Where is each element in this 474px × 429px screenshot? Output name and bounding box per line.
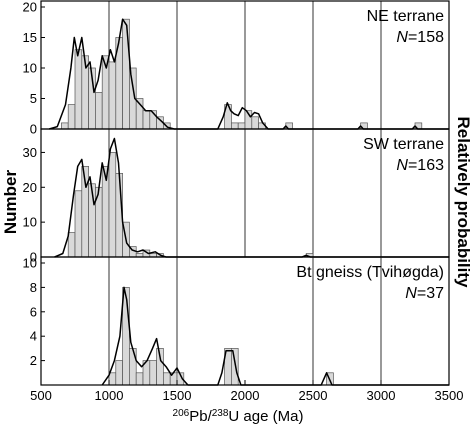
n-value: =37 — [417, 285, 444, 302]
n-value: =163 — [408, 157, 444, 174]
x-axis-label-mid: Pb/ — [189, 408, 212, 425]
histogram-bar — [149, 360, 157, 386]
histogram-bar — [108, 372, 117, 386]
n-value: =158 — [408, 29, 444, 46]
histogram-bar — [237, 122, 246, 130]
histogram-bar — [67, 232, 76, 258]
n-symbol: N — [396, 157, 408, 174]
histogram-bar — [231, 122, 239, 130]
y-tick-label: 6 — [30, 304, 37, 319]
histogram-bar — [67, 104, 76, 130]
histogram-bar — [122, 287, 130, 386]
panel-1: 0 5 10 15 20 NE terrane N=158 — [23, 0, 450, 137]
histogram-bar — [95, 92, 103, 130]
histogram-bar — [163, 372, 171, 386]
y-tick-label: 10 — [23, 215, 37, 230]
y-tick-label: 15 — [23, 30, 37, 45]
panel-n-label: N=163 — [396, 157, 444, 174]
x-axis-label-suffix: U age (Ma) — [228, 408, 303, 425]
x-axis-label-isotope-a: 206 — [173, 408, 190, 419]
histogram-bar — [74, 190, 83, 258]
y-tick-label: 8 — [30, 280, 37, 295]
panel-3: 2 4 6 8 10 Bt gneiss (Tvihøgda) N=37 — [23, 256, 450, 386]
y-tick-label: 0 — [30, 122, 37, 137]
y-tick-label: 5 — [30, 91, 37, 106]
histogram-bar — [142, 110, 151, 130]
probability-curve — [101, 286, 449, 386]
histogram-bar — [61, 122, 69, 130]
histogram-bar — [231, 348, 239, 386]
x-tick-label: 2000 — [231, 388, 260, 403]
n-symbol: N — [396, 29, 408, 46]
x-tick-label: 500 — [30, 388, 52, 403]
histogram-bar — [122, 18, 130, 130]
y-tick-label: 20 — [23, 0, 37, 15]
panel-n-label: N=37 — [405, 285, 444, 302]
x-tick-label: 3000 — [367, 388, 396, 403]
y-tick-label: 10 — [23, 256, 37, 271]
y-tick-label: 20 — [23, 180, 37, 195]
y-tick-label: 0 — [30, 250, 37, 265]
histogram-bar — [115, 360, 123, 386]
histogram-bar — [135, 372, 144, 386]
panel-label: Bt gneiss (Tvihøgda) — [296, 264, 444, 281]
x-tick-label: 3500 — [435, 388, 464, 403]
x-axis: 500 1000 1500 2000 2500 3000 3500 — [30, 380, 463, 403]
x-tick-label: 1000 — [95, 388, 124, 403]
y-tick-label: 4 — [30, 329, 37, 344]
y-axis-label: Number — [1, 170, 20, 235]
y-tick-label: 10 — [23, 61, 37, 76]
histogram-bar — [74, 49, 83, 130]
y-tick-label: 2 — [30, 353, 37, 368]
x-axis-label: 206Pb/238U age (Ma) — [173, 408, 304, 426]
panel-n-label: N=158 — [396, 29, 444, 46]
histogram-bar — [108, 152, 117, 258]
probability-curve — [54, 137, 449, 258]
histogram-bar — [108, 61, 117, 130]
y-axis-right-label: Relatively probability — [454, 117, 473, 289]
panel-label: SW terrane — [363, 136, 444, 153]
x-tick-label: 2500 — [299, 388, 328, 403]
y-tick-label: 30 — [23, 145, 37, 160]
x-tick-label: 1500 — [163, 388, 192, 403]
probability-curve — [48, 18, 449, 130]
panel-label: NE terrane — [367, 8, 444, 25]
n-symbol: N — [405, 285, 417, 302]
histogram-bar — [129, 348, 137, 386]
histogram-bar — [251, 116, 259, 130]
panel-2: 0 10 20 30 SW terrane N=163 — [23, 128, 450, 265]
x-axis-label-isotope-b: 238 — [212, 408, 229, 419]
